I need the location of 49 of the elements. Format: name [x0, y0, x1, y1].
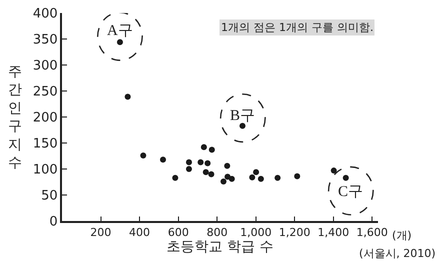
- x-tick-label: 200: [90, 226, 112, 239]
- y-tick-label: 150: [32, 136, 58, 152]
- point: [198, 159, 204, 166]
- point: [239, 122, 246, 129]
- point: [116, 39, 123, 46]
- point: [202, 169, 209, 176]
- point: [274, 174, 281, 181]
- y-tick-label: 100: [32, 162, 58, 178]
- point: [186, 166, 192, 172]
- point: [208, 171, 214, 178]
- point: [228, 176, 235, 182]
- x-tick-label: 1,600: [356, 226, 388, 239]
- point: [220, 178, 226, 184]
- point: [294, 173, 300, 180]
- text: (개): [392, 229, 412, 242]
- annotation: C구: [338, 184, 364, 200]
- x-tick-label: 1,200: [278, 226, 310, 239]
- point: [200, 144, 207, 150]
- point: [160, 156, 166, 163]
- x-tick-label: 1,400: [318, 226, 350, 239]
- point: [124, 94, 131, 100]
- y-tick-label: 250: [32, 84, 58, 100]
- point: [208, 146, 215, 153]
- y-tick-label: 50: [41, 188, 58, 204]
- point: [204, 160, 211, 166]
- point: [253, 169, 260, 176]
- x-tick-label: 400: [129, 226, 150, 239]
- x-tick-label: 600: [168, 226, 189, 239]
- annotation: B구: [230, 108, 256, 124]
- point: [172, 174, 178, 181]
- y-tick-label: 200: [32, 110, 58, 126]
- y-axis-title: 주간 인구 지수: [8, 64, 22, 171]
- x-axis-title: 초등학교 학급 수: [166, 238, 274, 255]
- x-tick-label: 1,000: [240, 226, 272, 239]
- x-tick-label: 800: [206, 226, 228, 239]
- point: [249, 174, 256, 180]
- y-tick-label: 300: [32, 58, 58, 74]
- annotation: 1개의 점은 1개의 구를 의미함.: [221, 21, 374, 34]
- point: [186, 159, 192, 166]
- y-tick-label: 0: [49, 214, 58, 230]
- y-tick-label: 400: [32, 6, 58, 22]
- point: [342, 174, 349, 181]
- annotation: A구: [107, 23, 133, 39]
- text: (서울시, 2010): [359, 247, 436, 260]
- point: [140, 152, 146, 158]
- point: [330, 168, 337, 174]
- point: [224, 162, 230, 169]
- point: [258, 176, 264, 182]
- y-tick-label: 350: [32, 32, 58, 48]
